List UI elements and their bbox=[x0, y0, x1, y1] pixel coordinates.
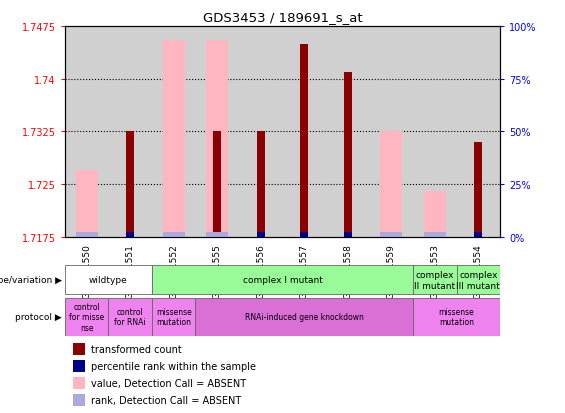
Text: RNAi-induced gene knockdown: RNAi-induced gene knockdown bbox=[245, 313, 364, 321]
Text: control
for misse
nse: control for misse nse bbox=[69, 302, 105, 332]
Bar bbox=[301, 45, 308, 237]
Bar bbox=[76, 233, 98, 237]
Text: missense
mutation: missense mutation bbox=[156, 307, 192, 327]
Text: complex
III mutant: complex III mutant bbox=[457, 271, 500, 290]
Bar bbox=[108, 27, 152, 237]
Text: percentile rank within the sample: percentile rank within the sample bbox=[91, 361, 257, 371]
Text: value, Detection Call = ABSENT: value, Detection Call = ABSENT bbox=[91, 378, 246, 388]
Bar bbox=[127, 132, 134, 237]
Bar bbox=[457, 27, 500, 237]
Bar bbox=[475, 233, 482, 237]
Text: complex
II mutant: complex II mutant bbox=[414, 271, 455, 290]
Bar bbox=[163, 41, 185, 237]
Bar bbox=[127, 233, 134, 237]
Bar bbox=[108, 298, 152, 336]
Bar bbox=[214, 132, 221, 237]
Bar bbox=[475, 143, 482, 237]
Bar bbox=[206, 41, 228, 237]
Text: complex I mutant: complex I mutant bbox=[242, 276, 323, 285]
Bar bbox=[257, 132, 264, 237]
Bar bbox=[457, 266, 500, 295]
Bar bbox=[413, 266, 457, 295]
Bar bbox=[152, 298, 195, 336]
Bar bbox=[73, 343, 85, 355]
Bar bbox=[413, 27, 457, 237]
Text: missense
mutation: missense mutation bbox=[438, 307, 475, 327]
Bar bbox=[65, 27, 108, 237]
Bar bbox=[344, 233, 351, 237]
Bar bbox=[195, 27, 239, 237]
Bar bbox=[163, 233, 185, 237]
Bar bbox=[65, 266, 152, 295]
Bar bbox=[380, 132, 402, 237]
Bar bbox=[344, 73, 351, 237]
Bar bbox=[76, 171, 98, 237]
Bar bbox=[152, 27, 195, 237]
Text: wildtype: wildtype bbox=[89, 276, 128, 285]
Bar bbox=[424, 192, 446, 237]
Title: GDS3453 / 189691_s_at: GDS3453 / 189691_s_at bbox=[203, 11, 362, 24]
Bar bbox=[195, 298, 413, 336]
Bar bbox=[370, 27, 413, 237]
Bar bbox=[326, 27, 370, 237]
Text: genotype/variation ▶: genotype/variation ▶ bbox=[0, 276, 62, 285]
Bar bbox=[73, 360, 85, 373]
Bar bbox=[206, 233, 228, 237]
Bar bbox=[301, 233, 308, 237]
Bar bbox=[73, 377, 85, 389]
Bar bbox=[152, 266, 413, 295]
Text: protocol ▶: protocol ▶ bbox=[15, 313, 62, 321]
Bar bbox=[239, 27, 282, 237]
Text: transformed count: transformed count bbox=[91, 344, 182, 354]
Bar bbox=[73, 394, 85, 406]
Text: rank, Detection Call = ABSENT: rank, Detection Call = ABSENT bbox=[91, 395, 241, 405]
Bar bbox=[424, 233, 446, 237]
Text: control
for RNAi: control for RNAi bbox=[115, 307, 146, 327]
Bar bbox=[257, 233, 264, 237]
Bar bbox=[282, 27, 326, 237]
Bar bbox=[413, 298, 500, 336]
Bar bbox=[380, 233, 402, 237]
Bar bbox=[65, 298, 108, 336]
